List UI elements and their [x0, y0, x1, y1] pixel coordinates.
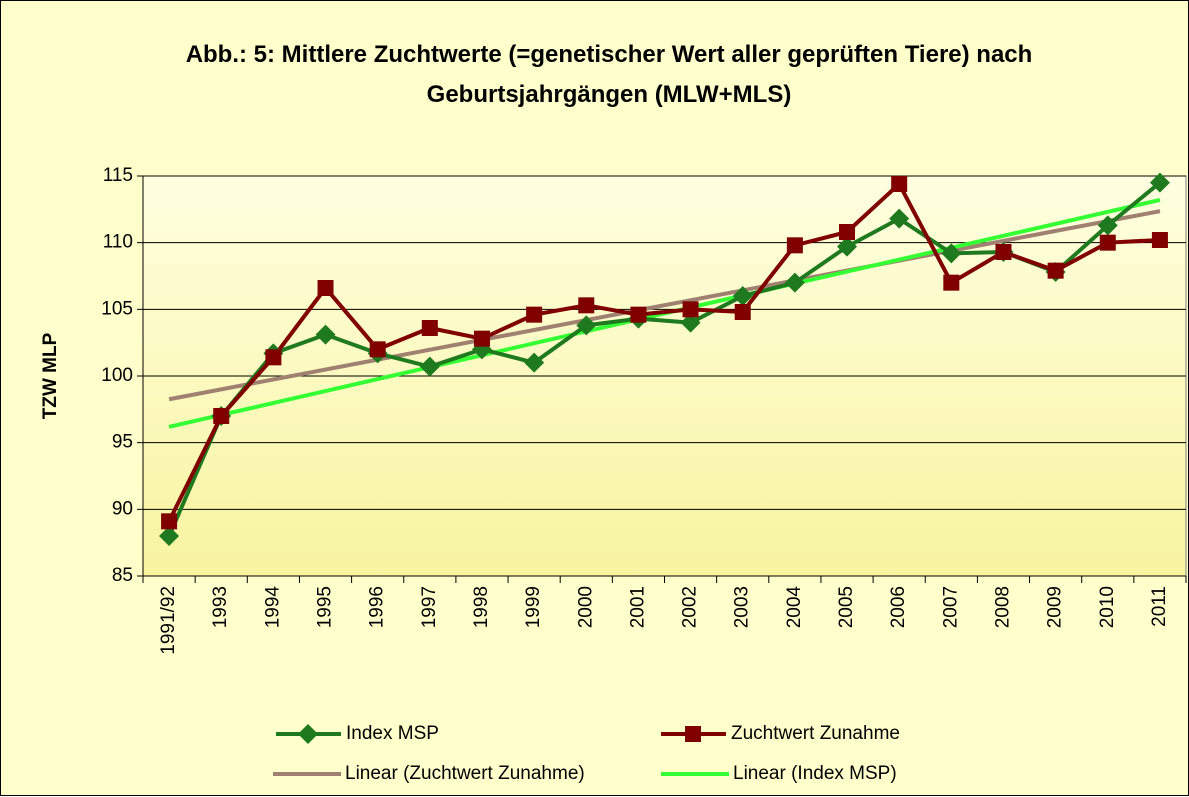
trend-line [168, 209, 1161, 402]
legend-marker [685, 726, 701, 742]
x-tick-label: 2004 [784, 586, 805, 629]
x-tick-label: 2002 [680, 586, 701, 628]
data-point [524, 352, 545, 373]
x-tick-label: 1996 [367, 586, 388, 628]
data-point [784, 272, 805, 293]
y-axis-label: TZW MLP [40, 332, 61, 419]
y-tick-label: 90 [112, 498, 133, 519]
y-tick-label: 105 [101, 298, 133, 319]
legend-label: Index MSP [346, 723, 439, 744]
data-point [578, 297, 595, 314]
x-tick-label: 1994 [262, 586, 283, 629]
data-point [837, 236, 858, 257]
legend-label: Linear (Index MSP) [733, 763, 897, 784]
data-point [265, 349, 282, 366]
data-point [159, 526, 180, 546]
data-point [734, 304, 751, 320]
x-tick-label: 1995 [315, 586, 336, 628]
data-point [1149, 172, 1170, 193]
data-point [315, 324, 336, 345]
data-point [1097, 215, 1118, 236]
data-point [839, 224, 856, 240]
data-point [889, 208, 910, 229]
data-point [161, 513, 178, 530]
data-point [732, 286, 753, 306]
y-tick-label: 115 [103, 165, 133, 186]
x-tick-label: 2006 [888, 586, 909, 628]
data-point [1047, 262, 1064, 279]
x-tick-label: 2003 [732, 586, 753, 628]
data-point [473, 330, 490, 347]
x-tick-label: 1997 [419, 586, 440, 628]
data-point [317, 280, 334, 296]
data-point [576, 315, 597, 336]
series-line [167, 180, 1161, 523]
y-tick-label: 85 [112, 565, 133, 586]
x-tick-label: 1993 [210, 586, 231, 628]
y-tick-label: 110 [103, 232, 133, 253]
x-tick-label: 2001 [627, 586, 648, 628]
x-tick-label: 2010 [1097, 586, 1118, 628]
chart-title: Abb.: 5: Mittlere Zuchtwerte (=genetisch… [185, 41, 1033, 108]
x-tick-label: 1999 [523, 586, 544, 628]
x-tick-label: 2000 [575, 586, 596, 628]
legend-label: Zuchtwert Zunahme [731, 723, 900, 744]
data-point [786, 237, 803, 254]
x-tick-label: 2007 [940, 586, 961, 628]
data-point [421, 320, 438, 336]
x-tick-label: 1998 [471, 586, 492, 628]
legend-label: Linear (Zuchtwert Zunahme) [345, 763, 585, 784]
data-point [369, 341, 386, 358]
data-point [943, 274, 960, 291]
y-tick-label: 100 [101, 365, 133, 386]
data-point [941, 243, 962, 264]
x-tick-label: 2011 [1149, 586, 1170, 627]
x-tick-label: 2008 [992, 586, 1013, 628]
x-tick-label: 1991/92 [158, 586, 179, 655]
y-tick-label: 95 [112, 432, 133, 453]
data-point [680, 312, 701, 333]
data-point [995, 244, 1012, 260]
x-tick-label: 2005 [836, 586, 857, 628]
data-point [891, 176, 908, 192]
data-point [213, 408, 230, 424]
legend-marker [298, 724, 318, 744]
data-point [1151, 232, 1168, 248]
data-point [682, 301, 699, 318]
x-tick-label: 2009 [1045, 586, 1066, 628]
data-point [419, 356, 440, 377]
data-point [1099, 234, 1116, 251]
data-point [630, 306, 647, 323]
data-point [526, 306, 543, 323]
